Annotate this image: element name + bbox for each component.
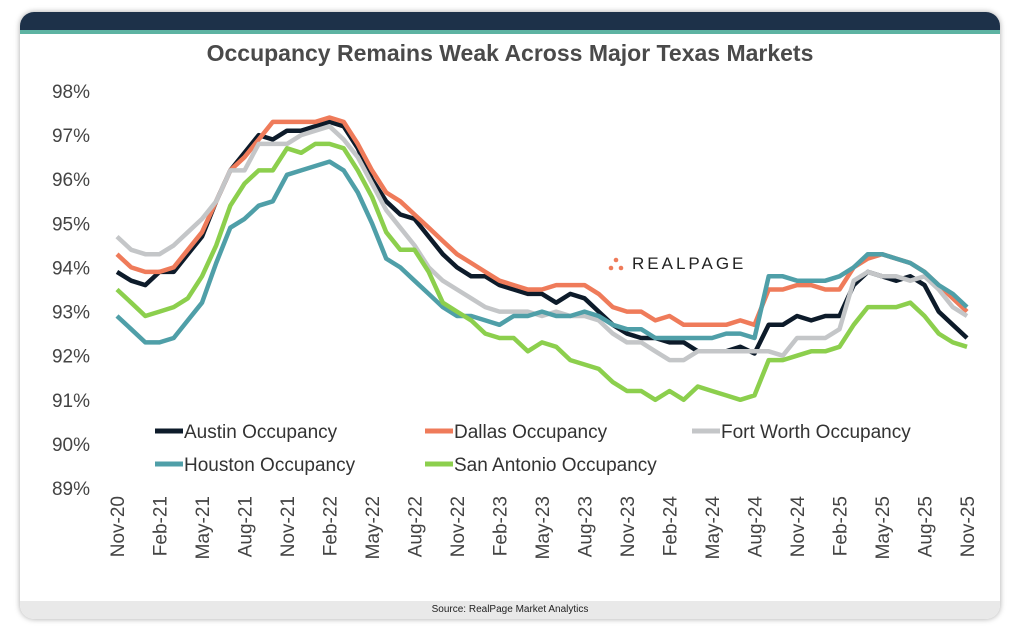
y-tick-label: 89% bbox=[52, 479, 90, 500]
realpage-logo: REALPAGE bbox=[608, 254, 746, 274]
logo-dots-icon bbox=[608, 257, 624, 271]
x-tick-label: Nov-25 bbox=[958, 496, 979, 557]
x-tick-label: Aug-23 bbox=[576, 496, 597, 557]
y-tick-label: 90% bbox=[52, 435, 90, 456]
series-line-fort-worth-occupancy bbox=[115, 124, 969, 363]
x-tick-label: Aug-24 bbox=[746, 496, 767, 558]
x-tick-label: May-21 bbox=[193, 496, 214, 559]
x-tick-label: May-23 bbox=[533, 496, 554, 559]
y-tick-label: 97% bbox=[52, 126, 90, 147]
legend-label: Houston Occupancy bbox=[184, 455, 356, 476]
y-tick-label: 95% bbox=[52, 214, 90, 235]
x-tick-label: May-22 bbox=[363, 496, 384, 559]
x-tick-label: May-25 bbox=[873, 496, 894, 559]
header-bar bbox=[20, 12, 1000, 30]
y-tick-label: 94% bbox=[52, 258, 90, 279]
legend-label: Fort Worth Occupancy bbox=[721, 422, 911, 443]
x-tick-label: Feb-21 bbox=[151, 496, 172, 556]
x-tick-label: Feb-23 bbox=[491, 496, 512, 556]
x-tick-label: Feb-25 bbox=[831, 496, 852, 556]
y-tick-label: 93% bbox=[52, 303, 90, 324]
x-tick-label: Nov-21 bbox=[278, 496, 299, 557]
x-tick-label: Feb-22 bbox=[321, 496, 342, 556]
series-line-san-antonio-occupancy bbox=[115, 141, 968, 403]
x-tick-label: Nov-20 bbox=[108, 496, 129, 557]
header-stripe bbox=[20, 30, 1000, 34]
legend-label: San Antonio Occupancy bbox=[454, 455, 657, 476]
logo-text: REALPAGE bbox=[632, 254, 747, 273]
series-line-austin-occupancy bbox=[115, 119, 969, 356]
legend-label: Austin Occupancy bbox=[184, 422, 338, 443]
y-tick-label: 98% bbox=[52, 82, 90, 103]
series-line-dallas-occupancy bbox=[115, 115, 969, 328]
legend-label: Dallas Occupancy bbox=[454, 422, 608, 443]
x-tick-label: Nov-22 bbox=[448, 496, 469, 557]
series-line-houston-occupancy bbox=[115, 159, 969, 345]
x-tick-label: Aug-22 bbox=[406, 496, 427, 557]
x-tick-label: Nov-24 bbox=[788, 496, 809, 558]
y-tick-label: 91% bbox=[52, 391, 90, 412]
chart-title: Occupancy Remains Weak Across Major Texa… bbox=[206, 40, 814, 66]
x-tick-label: Aug-21 bbox=[236, 496, 257, 557]
y-tick-label: 96% bbox=[52, 170, 90, 191]
source-note: Source: RealPage Market Analytics bbox=[20, 601, 1000, 619]
x-tick-label: Feb-24 bbox=[661, 496, 682, 557]
x-tick-label: May-24 bbox=[703, 496, 724, 560]
x-tick-label: Nov-23 bbox=[618, 496, 639, 557]
y-tick-label: 92% bbox=[52, 347, 90, 368]
x-tick-label: Aug-25 bbox=[916, 496, 937, 557]
